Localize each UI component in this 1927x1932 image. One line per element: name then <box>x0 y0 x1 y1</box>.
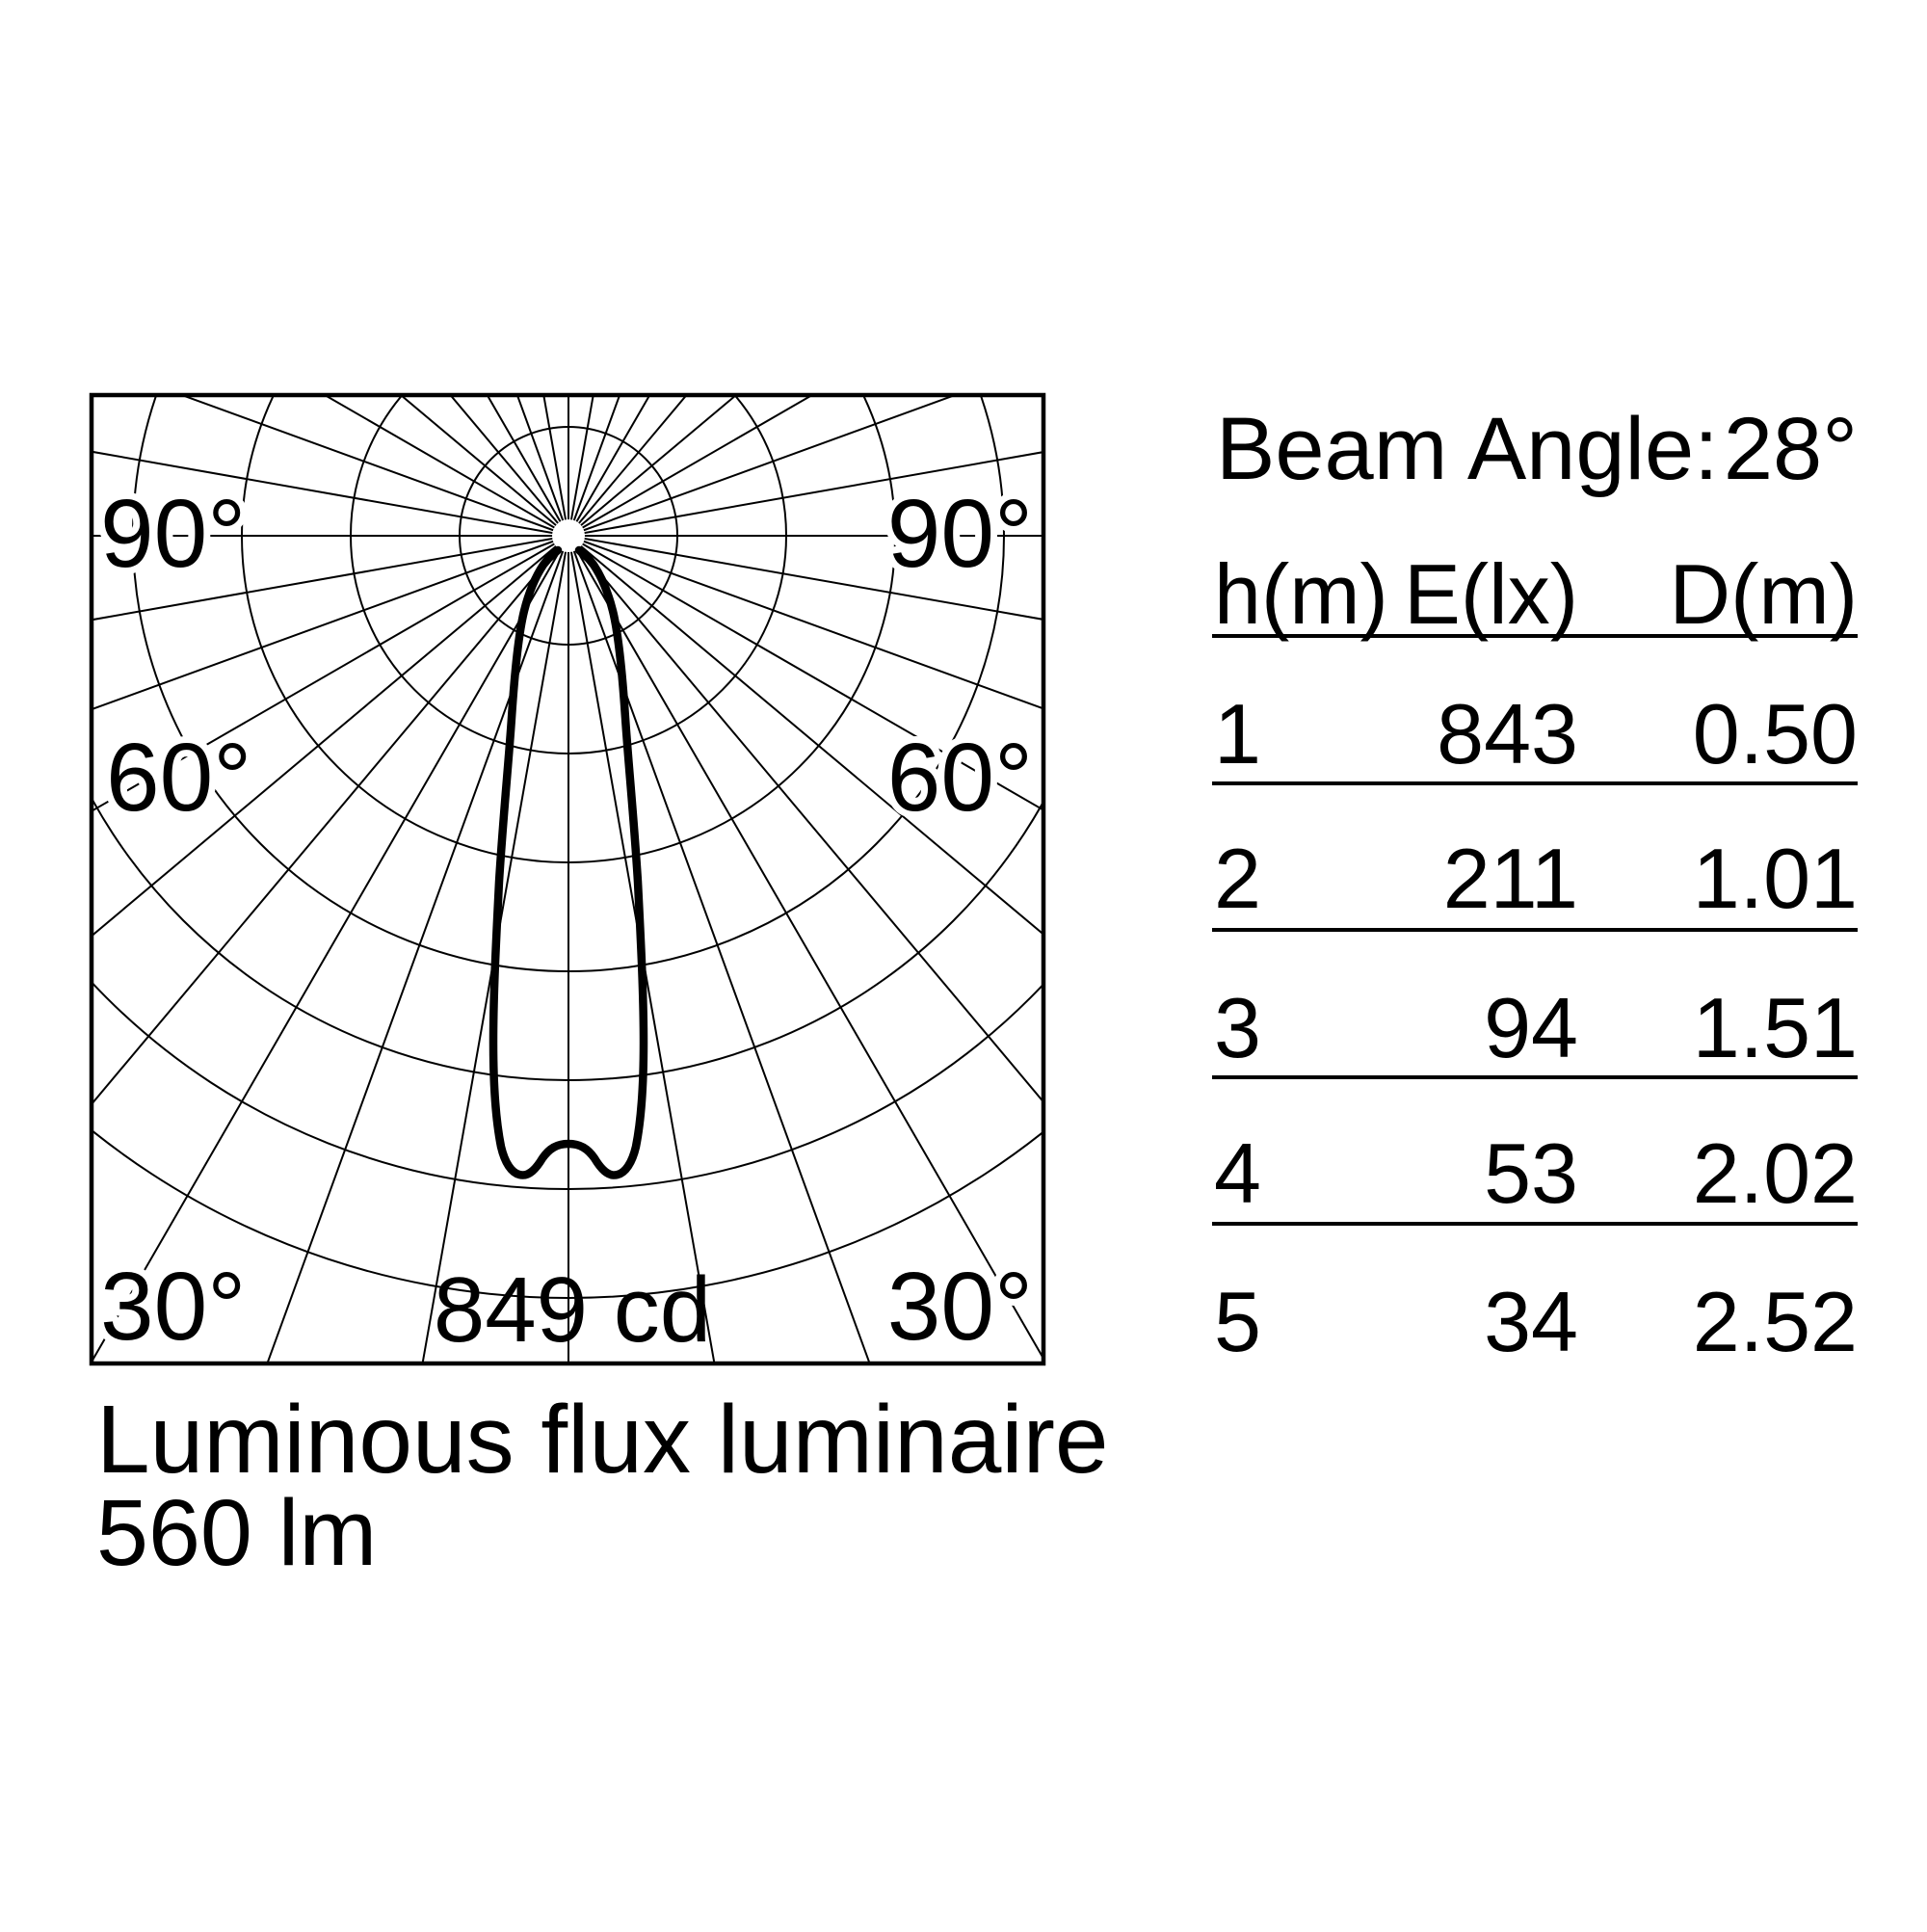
angle-label-90-right: 90° <box>887 480 1033 588</box>
polar-radial-line <box>401 397 569 537</box>
cell-e4: 53 <box>1484 1125 1578 1221</box>
polar-radial-line <box>542 397 569 537</box>
cell-d5: 2.52 <box>1693 1274 1858 1369</box>
polar-radial-line <box>568 397 594 537</box>
polar-ring <box>132 397 1005 972</box>
polar-radial-line <box>568 535 871 1363</box>
polar-radial-line <box>516 397 569 537</box>
polar-ring <box>93 982 1042 1190</box>
angle-label-90-left: 90° <box>100 480 246 588</box>
polar-radial-line <box>568 397 620 537</box>
polar-ring <box>350 397 787 754</box>
polar-radial-line <box>568 535 1042 935</box>
polar-radial-line <box>93 535 569 811</box>
polar-ring <box>93 799 1042 1081</box>
table-header-e: E(lx) <box>1404 546 1578 642</box>
angle-label-60-left: 60° <box>106 724 251 832</box>
table-row: 2 211 1.01 <box>1214 831 1858 926</box>
polar-radial-line <box>568 397 650 537</box>
cell-d2: 1.01 <box>1693 831 1858 926</box>
cell-h4: 4 <box>1214 1125 1261 1221</box>
polar-ring <box>459 426 678 646</box>
polar-radial-line <box>568 451 1042 537</box>
polar-radial-line <box>266 535 569 1363</box>
polar-radial-line <box>450 397 569 537</box>
table-header-d: D(m) <box>1670 546 1858 642</box>
beam-angle-value: 28° <box>1724 400 1858 498</box>
table-row: 1 843 0.50 <box>1214 686 1858 781</box>
table-header-h: h(m) <box>1214 546 1388 642</box>
polar-radial-line <box>93 535 569 1104</box>
polar-radial-line <box>93 535 569 1361</box>
cell-e1: 843 <box>1437 686 1578 781</box>
cell-e2: 211 <box>1443 831 1578 926</box>
cell-d3: 1.51 <box>1693 980 1858 1075</box>
chart-title: Luminous flux luminaire <box>96 1386 1109 1494</box>
cell-d1: 0.50 <box>1693 686 1858 781</box>
cell-h3: 3 <box>1214 980 1261 1075</box>
max-intensity-label: 849 cd <box>434 1258 711 1362</box>
polar-radial-line <box>568 397 953 537</box>
chart-frame <box>89 392 1046 1366</box>
polar-ring <box>93 1130 1042 1299</box>
polar-radial-line <box>93 535 569 710</box>
polar-radial-line <box>421 535 569 1363</box>
intensity-curve <box>488 545 648 1179</box>
polar-radial-line <box>487 397 569 537</box>
polar-grid <box>93 397 1042 1363</box>
cell-h2: 2 <box>1214 831 1261 926</box>
polar-radial-line <box>568 535 1042 621</box>
polar-radial-line <box>326 397 569 537</box>
table-row: 5 34 2.52 <box>1214 1274 1858 1369</box>
polar-radial-line <box>568 535 1042 1101</box>
angle-label-30-right: 30° <box>887 1253 1033 1361</box>
angle-label-60-right: 60° <box>887 724 1033 832</box>
polar-radial-line <box>568 535 1042 1358</box>
polar-radial-line <box>184 397 569 537</box>
cell-h5: 5 <box>1214 1274 1261 1369</box>
polar-radial-line <box>568 535 1042 709</box>
chart-lumen-value: 560 lm <box>96 1480 377 1585</box>
polar-radial-line <box>568 535 716 1363</box>
polar-center-dot <box>552 519 585 552</box>
table-row: 4 53 2.02 <box>1214 1125 1858 1221</box>
cell-h1: 1 <box>1214 686 1261 781</box>
polar-radial-line <box>93 535 569 936</box>
angle-label-30-left: 30° <box>100 1253 246 1361</box>
cell-d4: 2.02 <box>1693 1125 1858 1221</box>
polar-radial-line <box>93 535 569 621</box>
polar-radial-line <box>568 397 811 537</box>
beam-angle-label: Beam Angle: <box>1216 400 1719 498</box>
table-row: 3 94 1.51 <box>1214 980 1858 1075</box>
polar-radial-line <box>568 535 1042 810</box>
polar-ring <box>241 397 896 863</box>
cell-e5: 34 <box>1484 1274 1578 1369</box>
cell-e3: 94 <box>1484 980 1578 1075</box>
polar-radial-line <box>93 451 569 537</box>
table-rules <box>1212 634 1858 1226</box>
